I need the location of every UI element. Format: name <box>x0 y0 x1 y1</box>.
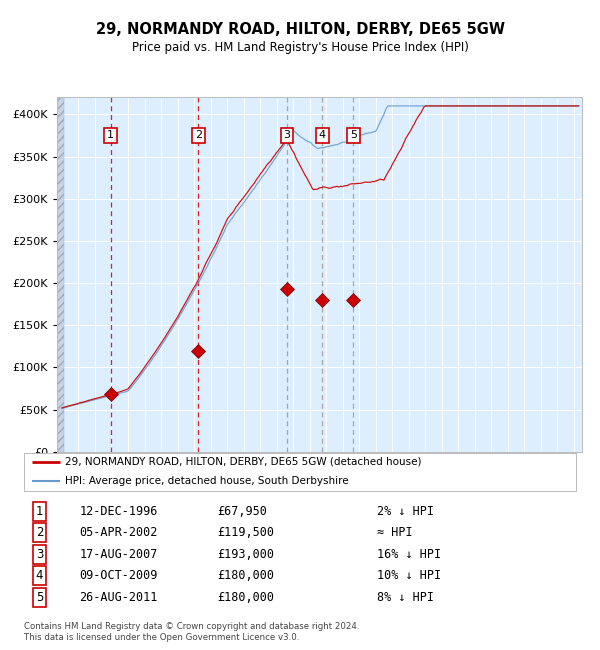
Text: Contains HM Land Registry data © Crown copyright and database right 2024.
This d: Contains HM Land Registry data © Crown c… <box>24 622 359 642</box>
Text: 17-AUG-2007: 17-AUG-2007 <box>79 547 158 560</box>
Text: £180,000: £180,000 <box>217 569 274 582</box>
Text: 16% ↓ HPI: 16% ↓ HPI <box>377 547 442 560</box>
Text: 4: 4 <box>319 131 326 140</box>
Text: £193,000: £193,000 <box>217 547 274 560</box>
Bar <box>57 98 64 452</box>
Bar <box>57 98 64 452</box>
Text: £67,950: £67,950 <box>217 504 267 517</box>
Text: ≈ HPI: ≈ HPI <box>377 526 413 539</box>
Text: 2: 2 <box>195 131 202 140</box>
Text: 09-OCT-2009: 09-OCT-2009 <box>79 569 158 582</box>
Text: 2% ↓ HPI: 2% ↓ HPI <box>377 504 434 517</box>
Text: 2: 2 <box>36 526 43 539</box>
Text: £119,500: £119,500 <box>217 526 274 539</box>
Text: 10% ↓ HPI: 10% ↓ HPI <box>377 569 442 582</box>
Text: 29, NORMANDY ROAD, HILTON, DERBY, DE65 5GW: 29, NORMANDY ROAD, HILTON, DERBY, DE65 5… <box>95 21 505 37</box>
Text: 3: 3 <box>36 547 43 560</box>
Text: £180,000: £180,000 <box>217 591 274 604</box>
Text: HPI: Average price, detached house, South Derbyshire: HPI: Average price, detached house, Sout… <box>65 476 349 486</box>
Text: 1: 1 <box>36 504 43 517</box>
Text: Price paid vs. HM Land Registry's House Price Index (HPI): Price paid vs. HM Land Registry's House … <box>131 41 469 54</box>
Text: 3: 3 <box>283 131 290 140</box>
Text: 29, NORMANDY ROAD, HILTON, DERBY, DE65 5GW (detached house): 29, NORMANDY ROAD, HILTON, DERBY, DE65 5… <box>65 457 422 467</box>
Text: 5: 5 <box>36 591 43 604</box>
Text: 4: 4 <box>36 569 43 582</box>
Text: 1: 1 <box>107 131 114 140</box>
Text: 05-APR-2002: 05-APR-2002 <box>79 526 158 539</box>
Text: 12-DEC-1996: 12-DEC-1996 <box>79 504 158 517</box>
Text: 5: 5 <box>350 131 357 140</box>
Text: 26-AUG-2011: 26-AUG-2011 <box>79 591 158 604</box>
Text: 8% ↓ HPI: 8% ↓ HPI <box>377 591 434 604</box>
